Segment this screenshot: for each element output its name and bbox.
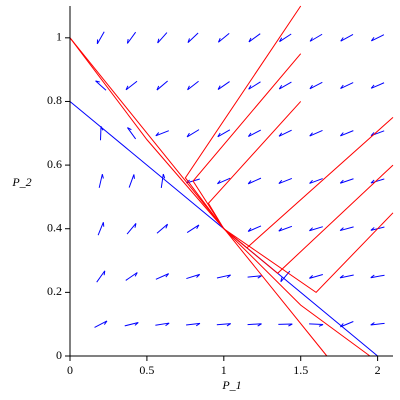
field-arrow <box>127 127 137 140</box>
field-arrow <box>248 81 261 90</box>
field-arrow <box>340 34 354 42</box>
field-arrow <box>309 323 324 327</box>
field-arrow <box>155 273 170 280</box>
field-arrow <box>247 323 262 327</box>
y-tick-label: 0.6 <box>47 157 62 171</box>
field-arrow <box>96 31 105 45</box>
field-arrow <box>155 130 169 137</box>
field-arrow <box>216 274 231 279</box>
trajectory <box>184 5 302 230</box>
field-arrow <box>309 226 323 232</box>
field-arrow <box>187 32 199 44</box>
field-arrow <box>278 129 292 137</box>
field-arrow <box>370 34 385 42</box>
trajectory <box>223 212 394 294</box>
field-arrow <box>278 177 293 185</box>
y-tick-label: 0.8 <box>47 93 62 107</box>
field-arrow <box>94 320 108 328</box>
field-arrow <box>97 222 105 236</box>
trajectory <box>207 101 302 229</box>
field-arrow <box>247 225 262 232</box>
field-arrow <box>156 223 169 234</box>
field-arrow <box>96 270 106 283</box>
field-arrow <box>370 178 385 184</box>
field-arrow <box>309 129 323 137</box>
nullcline <box>69 37 328 357</box>
field-arrow <box>278 81 292 90</box>
x-tick-label: 2 <box>375 363 381 377</box>
field-arrow <box>217 177 231 185</box>
field-arrow <box>247 177 262 185</box>
field-arrow <box>309 81 323 90</box>
field-arrow <box>247 275 262 279</box>
field-arrow <box>278 225 293 232</box>
y-tick-label: 1 <box>56 30 62 44</box>
field-arrow <box>339 178 354 184</box>
field-arrow <box>187 80 199 91</box>
x-tick-label: 0 <box>67 363 73 377</box>
field-arrow <box>186 322 201 327</box>
field-arrow <box>340 321 354 328</box>
field-arrow <box>124 321 139 327</box>
field-arrow <box>156 80 168 91</box>
field-arrow <box>126 31 137 44</box>
y-axis-label: P_2 <box>11 175 31 189</box>
field-arrow <box>98 174 104 188</box>
field-arrow <box>248 33 261 43</box>
y-tick-label: 0.2 <box>47 284 62 298</box>
field-arrow <box>370 82 385 89</box>
field-arrow <box>217 32 230 43</box>
field-arrow <box>279 33 292 43</box>
field-arrow <box>155 322 170 327</box>
x-tick-label: 0.5 <box>139 363 154 377</box>
field-arrow <box>160 173 166 188</box>
field-arrow <box>309 178 323 184</box>
field-arrow <box>126 223 137 235</box>
field-arrow <box>247 129 261 137</box>
field-arrow <box>370 274 385 279</box>
field-arrow <box>339 274 354 279</box>
x-tick-label: 1.5 <box>293 363 308 377</box>
field-arrow <box>186 129 200 138</box>
field-arrow <box>125 80 138 91</box>
field-arrow <box>128 174 135 188</box>
field-arrow <box>186 224 200 233</box>
field-arrow <box>216 323 232 327</box>
field-arrow <box>370 322 385 326</box>
field-arrow <box>309 274 323 279</box>
trajectory <box>223 164 394 274</box>
field-arrow <box>125 272 138 281</box>
field-arrow <box>217 129 231 138</box>
x-axis-label: P_1 <box>221 378 241 392</box>
field-arrow <box>339 130 354 137</box>
x-tick-label: 1 <box>221 363 227 377</box>
field-arrow <box>278 323 293 327</box>
field-arrow <box>340 82 354 89</box>
trajectory <box>192 53 302 229</box>
field-arrow <box>157 32 168 44</box>
field-arrow <box>186 273 201 280</box>
field-arrow <box>309 33 323 42</box>
field-arrow <box>217 81 230 90</box>
field-arrow <box>95 80 107 91</box>
y-tick-label: 0.4 <box>47 220 62 234</box>
y-tick-label: 0 <box>56 348 62 362</box>
field-arrow <box>339 226 354 232</box>
